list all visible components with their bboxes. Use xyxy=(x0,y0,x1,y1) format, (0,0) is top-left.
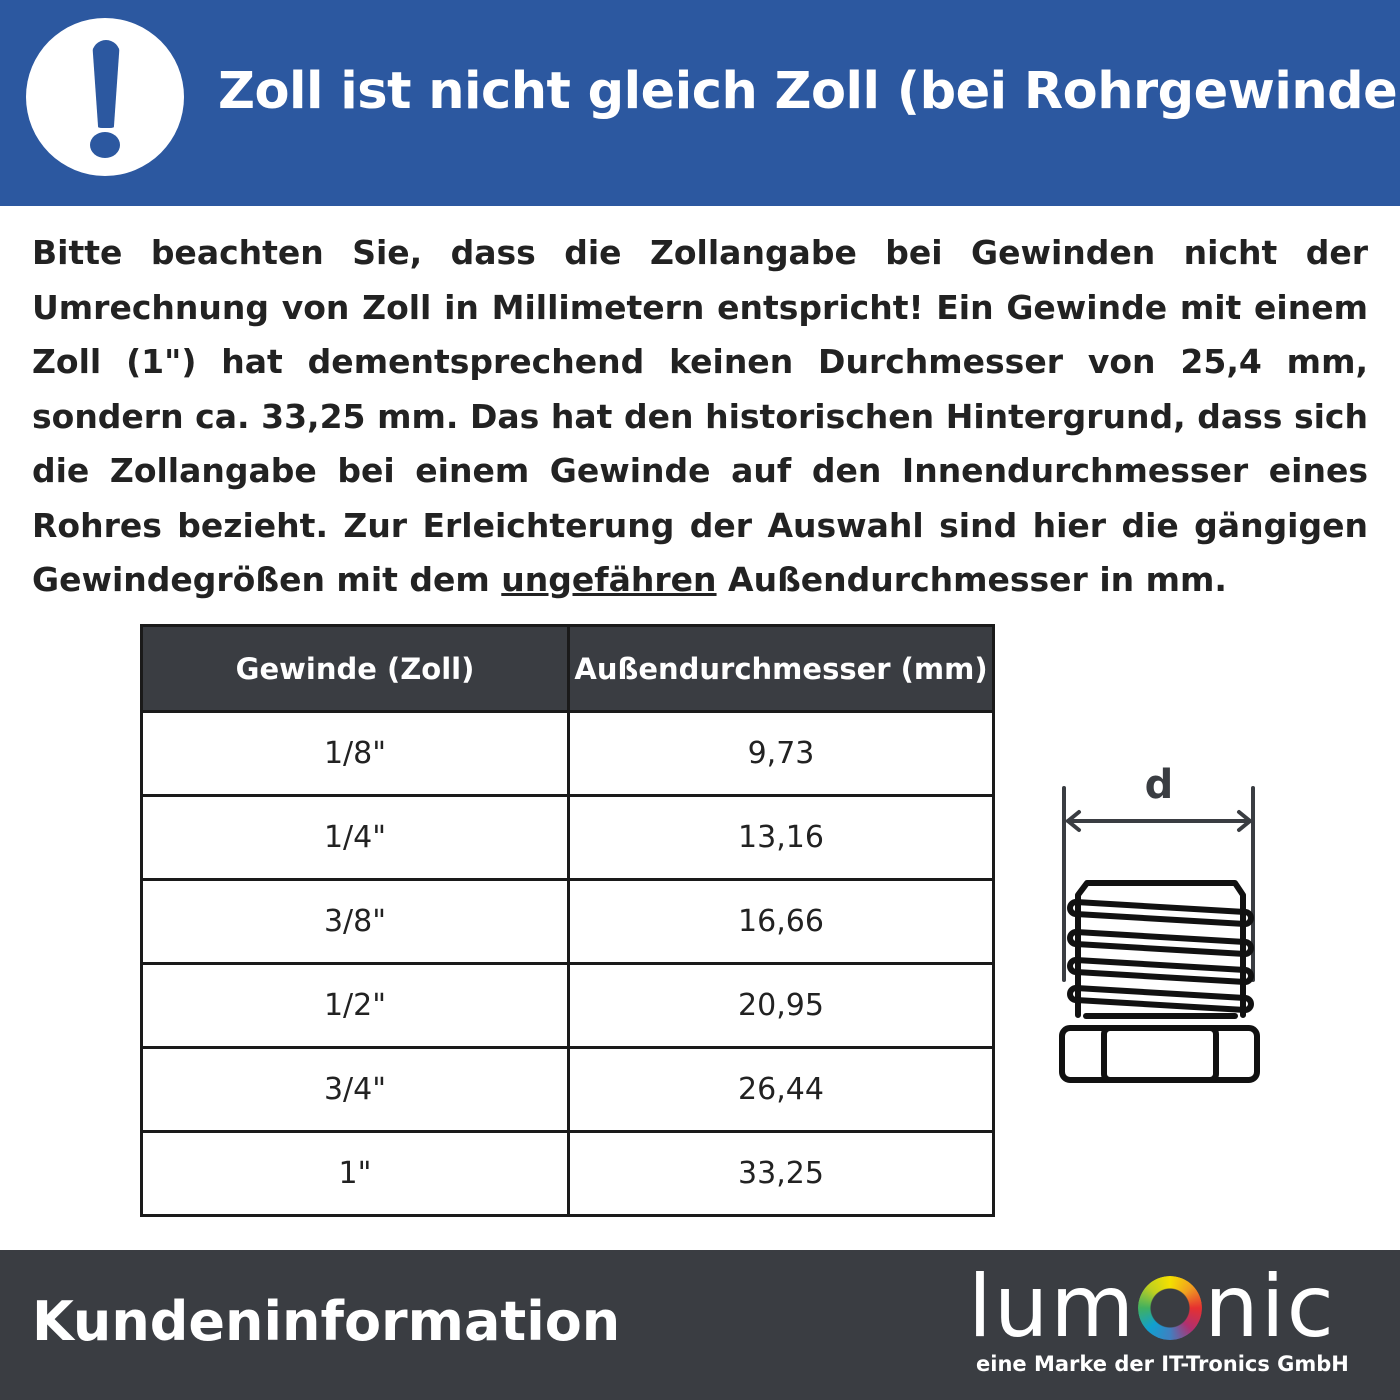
info-text: Bitte beachten Sie, dass die Zollangabe … xyxy=(32,233,1368,599)
info-text-end: Außendurchmesser in mm. xyxy=(716,560,1227,599)
fitting-icon xyxy=(1059,880,1260,1083)
thread-size-cell: 1" xyxy=(140,1130,570,1217)
column-header: Gewinde (Zoll) xyxy=(140,624,570,713)
outer-diameter-cell: 33,25 xyxy=(567,1130,995,1217)
exclamation-icon xyxy=(26,18,184,176)
thread-size-cell: 1/2" xyxy=(140,962,570,1049)
table-row: 3/8" 16,66 xyxy=(140,878,995,965)
table-row: 1" 33,25 xyxy=(140,1130,995,1217)
thread-size-cell: 1/4" xyxy=(140,794,570,881)
logo-subtitle: eine Marke der IT-Tronics GmbH xyxy=(976,1352,1349,1376)
table-header-row: Gewinde (Zoll) Außendurchmesser (mm) xyxy=(140,624,995,713)
footer: Kundeninformation lum nic eine Marke der … xyxy=(0,1250,1400,1400)
diameter-label: d xyxy=(1145,762,1174,808)
page-title: Zoll ist nicht gleich Zoll (bei Rohrgewi… xyxy=(218,62,1400,121)
table-row: 3/4" 26,44 xyxy=(140,1046,995,1133)
thread-size-cell: 3/4" xyxy=(140,1046,570,1133)
info-underlined: ungefähren xyxy=(501,560,717,599)
lumonic-logo: lum nic xyxy=(968,1257,1336,1357)
outer-diameter-cell: 16,66 xyxy=(567,878,995,965)
column-header: Außendurchmesser (mm) xyxy=(567,624,995,713)
table-row: 1/8" 9,73 xyxy=(140,710,995,797)
outer-diameter-cell: 20,95 xyxy=(567,962,995,1049)
outer-diameter-cell: 9,73 xyxy=(567,710,995,797)
color-ring-icon xyxy=(1138,1276,1203,1340)
table-row: 1/4" 13,16 xyxy=(140,794,995,881)
footer-title: Kundeninformation xyxy=(32,1290,621,1353)
outer-diameter-cell: 26,44 xyxy=(567,1046,995,1133)
header-banner: Zoll ist nicht gleich Zoll (bei Rohrgewi… xyxy=(0,0,1400,206)
thread-size-table: Gewinde (Zoll) Außendurchmesser (mm) 1/8… xyxy=(140,624,995,1217)
outer-diameter-cell: 13,16 xyxy=(567,794,995,881)
table-row: 1/2" 20,95 xyxy=(140,962,995,1049)
info-paragraph: Bitte beachten Sie, dass die Zollangabe … xyxy=(32,226,1368,608)
thread-fitting-diagram: d xyxy=(1059,762,1260,1083)
thread-size-cell: 1/8" xyxy=(140,710,570,797)
thread-size-cell: 3/8" xyxy=(140,878,570,965)
